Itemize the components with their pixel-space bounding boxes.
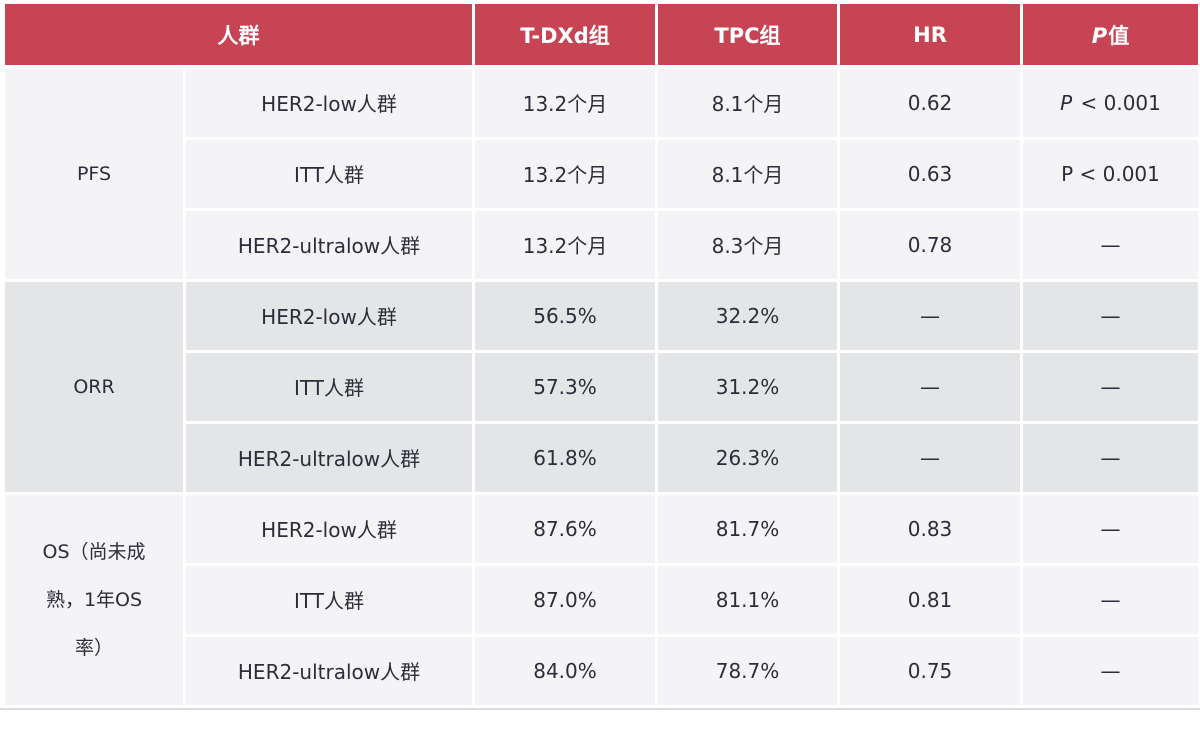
table-row: HER2-ultralow人群 84.0% 78.7% 0.75— [4,633,1200,708]
cell-tdxd: 61.8% [472,420,658,495]
cell-pvalue: — [1020,278,1200,353]
cell-tpc: 26.3% [655,420,840,495]
cell-tdxd: 84.0% [472,633,658,708]
col-header-hr: HR [837,1,1023,69]
table-row: OS（尚未成熟，1年OS率） HER2-low人群 87.6% 81.7% 0.83— [2,491,1200,708]
table-row: PFS HER2-low人群 13.2个月 8.1个月 0.62 P < 0.001 [2,65,1200,282]
cell-tdxd: 13.2个月 [472,136,658,211]
cell-tpc: 81.1% [655,562,840,637]
table-row: ITT人群 87.0% 81.1% 0.81— [4,562,1200,637]
col-header-pvalue: P值 [1020,1,1200,69]
cell-population: ITT人群 [183,562,475,637]
cell-group-label: PFS [2,65,186,282]
efficacy-results-table: 人群 T-DXd组 TPC组 HR P值 PFS HER2-low人群 13.2个月… [2,1,1200,708]
cell-group-label: OS（尚未成熟，1年OS率） [2,491,186,708]
pvalue-italic-p: P [1060,90,1073,115]
cell-pvalue: — [1020,633,1200,708]
group-label-text: OS（尚未成熟，1年OS率） [42,540,146,659]
cell-tpc: 78.7% [655,633,840,708]
cell-population: HER2-low人群 [183,65,475,140]
cell-pvalue: P < 0.001 [1020,136,1200,211]
table-row: HER2-ultralow人群 61.8% 26.3% — — [4,420,1200,495]
cell-hr: 0.75 [837,633,1023,708]
group-label-text: ORR [73,375,115,398]
col-header-population: 人群 [2,1,475,69]
cell-population: HER2-ultralow人群 [183,420,475,495]
cell-hr: — [837,278,1023,353]
p-value-italic-p: P [1091,23,1108,48]
cell-tdxd: 87.6% [472,491,658,566]
cell-population: ITT人群 [183,136,475,211]
cell-tpc: 8.1个月 [655,136,840,211]
cell-population: HER2-low人群 [183,491,475,566]
cell-tpc: 8.3个月 [655,207,840,282]
cell-tdxd: 87.0% [472,562,658,637]
cell-tdxd: 56.5% [472,278,658,353]
col-header-tpc: TPC组 [655,1,840,69]
cell-pvalue: — [1020,491,1200,566]
col-header-tdxd: T-DXd组 [472,1,658,69]
table-row: HER2-ultralow人群 13.2个月 8.3个月 0.78— [4,207,1200,282]
cell-population: HER2-ultralow人群 [183,633,475,708]
cell-population: ITT人群 [183,349,475,424]
cell-pvalue: — [1020,420,1200,495]
cell-tdxd: 13.2个月 [472,65,658,140]
cell-hr: 0.62 [837,65,1023,140]
cell-tdxd: 57.3% [472,349,658,424]
cell-population: HER2-ultralow人群 [183,207,475,282]
cell-hr: 0.83 [837,491,1023,566]
cell-pvalue: — [1020,207,1200,282]
cell-tdxd: 13.2个月 [472,207,658,282]
table-row: ITT人群 57.3% 31.2% — — [4,349,1200,424]
cell-hr: 0.63 [837,136,1023,211]
cell-pvalue: — [1020,349,1200,424]
cell-tpc: 31.2% [655,349,840,424]
cell-pvalue: P < 0.001 [1020,65,1200,140]
cell-hr: — [837,420,1023,495]
cell-hr: — [837,349,1023,424]
cell-group-label: ORR [2,278,186,495]
header-row: 人群 T-DXd组 TPC组 HR P值 [2,1,1200,69]
cell-tpc: 32.2% [655,278,840,353]
table-bottom-border [0,707,1200,710]
table-row: ITT人群 13.2个月 8.1个月 0.63 P < 0.001 [4,136,1200,211]
cell-population: HER2-low人群 [183,278,475,353]
group-label-text: PFS [76,162,112,185]
table-body: PFS HER2-low人群 13.2个月 8.1个月 0.62 P < 0.001 ITT… [2,65,1200,708]
cell-pvalue: — [1020,562,1200,637]
cell-hr: 0.81 [837,562,1023,637]
p-value-suffix: 值 [1108,23,1130,48]
cell-tpc: 8.1个月 [655,65,840,140]
cell-tpc: 81.7% [655,491,840,566]
cell-hr: 0.78 [837,207,1023,282]
table-row: ORR HER2-low人群 56.5% 32.2% — — [2,278,1200,495]
